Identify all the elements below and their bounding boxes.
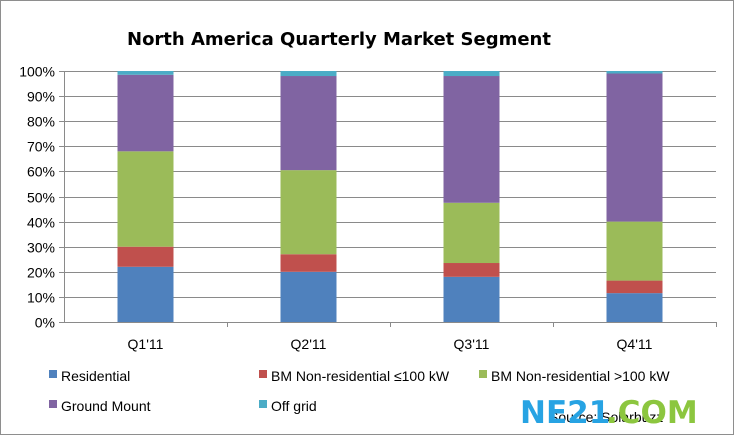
legend-label: BM Non-residential >100 kW <box>491 368 670 384</box>
legend-label: BM Non-residential ≤100 kW <box>271 368 450 384</box>
bar-segment <box>280 170 337 255</box>
watermark-text-main: NE21 <box>520 395 610 431</box>
bar-segment <box>443 202 500 264</box>
chart-title: North America Quarterly Market Segment <box>127 29 551 50</box>
legend-label: Ground Mount <box>61 398 151 414</box>
bar-segment <box>280 271 337 322</box>
bar-segment <box>280 71 337 77</box>
y-tick-label: 0% <box>35 315 55 331</box>
y-tick-label: 20% <box>27 265 55 281</box>
x-tick-label: Q4'11 <box>617 336 653 352</box>
y-tick-label: 10% <box>27 290 55 306</box>
bar-segment <box>606 73 663 222</box>
legend-swatch <box>49 370 57 378</box>
watermark-text-domain: .COM <box>606 395 698 431</box>
y-tick-label: 50% <box>27 190 55 206</box>
source-annotation: Source: Solarbuzz <box>549 409 663 425</box>
legend: Residential BM Non-residential ≤100 kW BM … <box>49 368 670 414</box>
y-tick-label: 70% <box>27 139 55 155</box>
y-tick-label: 30% <box>27 240 55 256</box>
legend-swatch <box>259 400 267 408</box>
legend-swatch <box>49 400 57 408</box>
legend-swatch <box>479 370 487 378</box>
x-tick-label: Q1'11 <box>128 336 164 352</box>
y-tick-label: 80% <box>27 114 55 130</box>
x-tick-label: Q3'11 <box>454 336 490 352</box>
bar-segment <box>443 263 500 277</box>
x-tick-label: Q2'11 <box>291 336 327 352</box>
bar-segment <box>117 246 174 267</box>
bar-segment <box>117 266 174 322</box>
y-tick-label: 60% <box>27 164 55 180</box>
bar-segment <box>443 76 500 203</box>
legend-label: Off grid <box>271 398 317 414</box>
bar-segment <box>606 280 663 294</box>
legend-swatch <box>259 370 267 378</box>
bar-segment <box>443 71 500 77</box>
bar-segment <box>280 254 337 272</box>
bars <box>117 71 663 322</box>
axes: 0% 10% 20% 30% 40% 50% 60% 70% 80% 90% 100% Q1'11 Q2… <box>19 64 717 352</box>
bar-segment <box>606 221 663 281</box>
bar-segment <box>117 151 174 247</box>
y-tick-label: 90% <box>27 89 55 105</box>
legend-label: Residential <box>61 368 130 384</box>
bar-segment <box>606 71 663 74</box>
bar-segment <box>443 276 500 322</box>
bar-segment <box>606 293 663 322</box>
bar-segment <box>117 71 174 75</box>
bar-segment <box>280 76 337 171</box>
y-tick-label: 40% <box>27 215 55 231</box>
watermark-logo: NE21 .COM <box>520 395 698 431</box>
y-tick-label: 100% <box>19 64 55 80</box>
bar-segment <box>117 74 174 152</box>
